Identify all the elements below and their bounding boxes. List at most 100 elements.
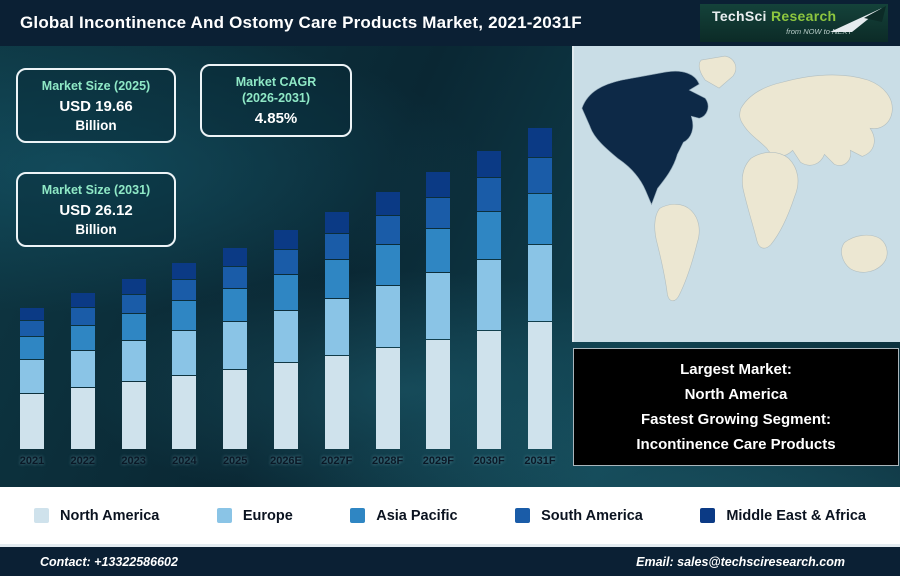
techsci-logo: TechSci Research from NOW to NEXT (700, 4, 888, 42)
footer-contact: Contact: +13322586602 (40, 554, 178, 569)
x-axis-label: 2028F (371, 455, 404, 467)
stat-title: Market CAGR (235, 75, 317, 89)
segment-north-america (477, 331, 502, 449)
x-axis-label: 2026E (270, 455, 302, 467)
segment-north-america (527, 322, 552, 449)
map-south-america (654, 203, 700, 302)
segment-north-america (273, 363, 298, 449)
header: Global Incontinence And Ostomy Care Prod… (0, 0, 900, 46)
chart-legend: North America Europe Asia Pacific South Ame… (0, 487, 900, 544)
segment-south-america (375, 216, 400, 244)
segment-europe (273, 310, 298, 363)
legend-label: Asia Pacific (376, 507, 458, 524)
logo-name-main: TechSci (712, 8, 767, 24)
bar-column-2022: 2022 (61, 293, 105, 467)
x-axis-label: 2025 (222, 455, 248, 467)
bar-column-2026e: 2026E (264, 230, 308, 467)
stacked-bar (121, 278, 146, 449)
segment-south-america (324, 233, 349, 260)
segment-middle-east-africa (121, 278, 146, 294)
segment-europe (70, 350, 95, 388)
stat-box-market-size-2031: Market Size (2031) USD 26.12 Billion (16, 172, 176, 247)
stacked-bar (172, 262, 197, 449)
map-eurasia (739, 74, 893, 166)
segment-south-america (20, 321, 44, 337)
bar-column-2030f: 2030F (467, 150, 511, 467)
legend-label: Middle East & Africa (726, 507, 866, 524)
legend-item-middle-east-africa: Middle East & Africa (700, 508, 866, 524)
logo-name-accent: Research (766, 8, 837, 24)
segment-europe (172, 331, 197, 376)
segment-europe (223, 321, 248, 370)
footer-email: Email: sales@techsciresearch.com (636, 554, 845, 569)
segment-asia-pacific (477, 211, 502, 259)
segment-north-america (223, 370, 248, 449)
legend-label: Europe (242, 507, 293, 524)
segment-north-america (375, 348, 400, 449)
stacked-bar (70, 293, 95, 449)
legend-item-north-america: North America (34, 508, 159, 524)
segment-asia-pacific (20, 337, 44, 360)
segment-middle-east-africa (172, 262, 197, 280)
bar-column-2021: 2021 (10, 308, 54, 467)
x-axis-label: 2029F (422, 455, 454, 467)
stat-box-market-size-2025: Market Size (2025) USD 19.66 Billion (16, 68, 176, 143)
segment-asia-pacific (273, 275, 298, 310)
segment-asia-pacific (375, 244, 400, 286)
segment-asia-pacific (426, 228, 451, 273)
segment-europe (477, 259, 502, 331)
segment-asia-pacific (121, 313, 146, 341)
stat-unit: Billion (75, 118, 117, 133)
logo-tagline: from NOW to NEXT (786, 27, 852, 36)
x-axis-label: 2031F (524, 455, 556, 467)
segment-asia-pacific (172, 301, 197, 331)
segment-south-america (477, 178, 502, 211)
segment-south-america (70, 307, 95, 325)
segment-asia-pacific (527, 193, 552, 245)
world-map-svg (574, 46, 900, 342)
segment-asia-pacific (324, 260, 349, 298)
legend-swatch (700, 508, 716, 523)
segment-middle-east-africa (20, 308, 44, 321)
segment-south-america (273, 250, 298, 275)
legend-swatch (350, 508, 366, 523)
segment-asia-pacific (70, 325, 95, 350)
legend-swatch (34, 508, 49, 523)
bar-column-2025: 2025 (213, 247, 257, 467)
stacked-bar (477, 150, 502, 449)
callout-line: North America (684, 386, 788, 403)
stat-value: USD 26.12 (59, 202, 133, 219)
stacked-bar (324, 211, 349, 449)
segment-middle-east-africa (375, 192, 400, 216)
segment-south-america (426, 197, 451, 228)
stacked-bar (223, 247, 248, 449)
segment-south-america (223, 266, 248, 289)
chart-area: Market Size (2025) USD 19.66 Billion Mar… (0, 46, 900, 487)
stacked-bar (527, 128, 552, 449)
map-greenland (698, 55, 737, 89)
segment-middle-east-africa (273, 230, 298, 250)
segment-middle-east-africa (324, 211, 349, 233)
segment-europe (121, 341, 146, 382)
segment-europe (426, 273, 451, 339)
legend-item-south-america: South America (515, 508, 643, 524)
stacked-bar (426, 172, 451, 449)
segment-north-america (70, 388, 95, 449)
segment-north-america (172, 376, 197, 449)
map-australia (841, 234, 888, 273)
page-title: Global Incontinence And Ostomy Care Prod… (20, 13, 582, 32)
logo-name: TechSci Research (712, 8, 878, 24)
segment-south-america (172, 280, 197, 301)
segment-middle-east-africa (70, 293, 95, 307)
legend-item-asia-pacific: Asia Pacific (350, 507, 458, 524)
segment-north-america (20, 394, 44, 449)
x-axis-label: 2021 (19, 455, 45, 467)
segment-south-america (527, 157, 552, 193)
stat-unit: Billion (75, 222, 117, 237)
segment-middle-east-africa (477, 150, 502, 178)
stacked-bar (273, 230, 298, 449)
stat-title: Market Size (2031) (41, 183, 151, 197)
callout-line: Largest Market: (680, 361, 792, 378)
bar-column-2031f: 2031F (518, 128, 562, 467)
